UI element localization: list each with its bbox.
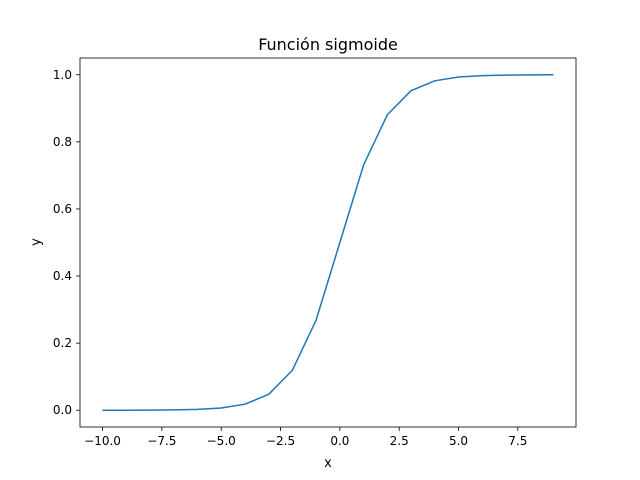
x-axis-label: x [324,456,332,471]
y-tick-label: 0.4 [53,269,72,283]
y-tick-label: 0.2 [53,336,72,350]
x-tick-label: 2.5 [390,434,409,448]
y-tick-label: 0.8 [53,135,72,149]
x-tick-label: −5.0 [207,434,236,448]
chart-title: Función sigmoide [258,35,398,54]
x-tick-label: −7.5 [147,434,176,448]
y-axis-label: y [29,238,44,246]
series-line-0 [102,74,554,411]
x-tick-label: −10.0 [84,434,121,448]
axes-frame [79,57,577,428]
y-tick-label: 0.0 [53,403,72,417]
y-tick-label: 1.0 [53,68,72,82]
x-tick-label: 7.5 [508,434,527,448]
y-tick-label: 0.6 [53,202,72,216]
x-tick-label: −2.5 [266,434,295,448]
x-tick-label: 5.0 [449,434,468,448]
x-tick-label: 0.0 [330,434,349,448]
plot-area: −10.0 −7.5 −5.0 −2.5 0.0 2.5 5.0 7.5 0.0 0.2 0.4 0.… [53,57,577,448]
